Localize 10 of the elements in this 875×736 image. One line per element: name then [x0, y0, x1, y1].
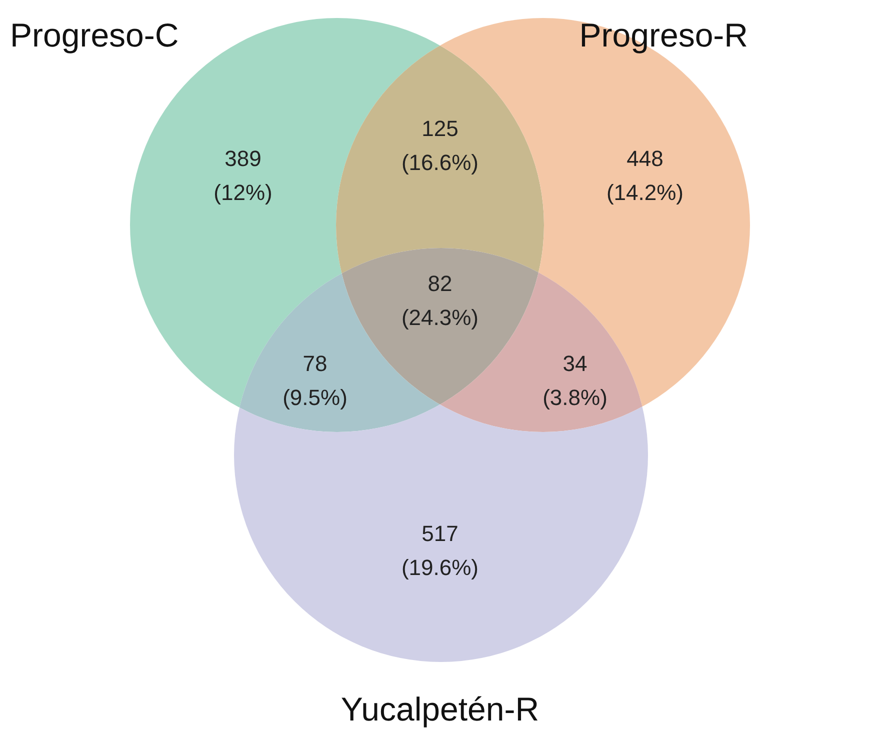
data-label: 517 (19.6%)	[401, 521, 479, 580]
data-label: 125 (16.6%)	[401, 116, 479, 175]
text: Progreso-R	[579, 16, 748, 54]
data-label: 82 (24.3%)	[401, 271, 479, 330]
data-label: 78 (9.5%)	[282, 351, 348, 410]
data-label: 389 (12%)	[214, 146, 272, 205]
data-label: 34 (3.8%)	[542, 351, 608, 410]
text: Progreso-C	[10, 16, 179, 54]
text: Yucalpetén-R	[340, 690, 540, 728]
data-label: 448 (14.2%)	[606, 146, 684, 205]
